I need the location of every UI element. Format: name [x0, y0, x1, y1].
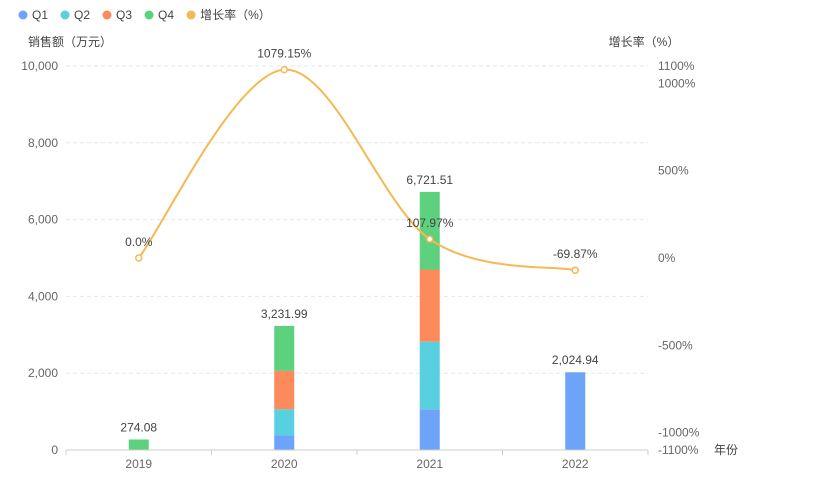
bar-segment-q1 — [565, 372, 586, 450]
growth-rate-point — [426, 235, 434, 243]
y-right-tick-label: -1100% — [658, 443, 699, 457]
bar-segment-q4 — [419, 191, 440, 270]
x-tick-label: 2021 — [416, 457, 443, 471]
legend-marker — [144, 10, 154, 20]
growth-rate-point — [280, 65, 288, 74]
y-left-tick-label: 10,000 — [21, 59, 58, 73]
bar-segment-q2 — [274, 409, 295, 436]
y-left-tick-label: 2,000 — [28, 366, 58, 380]
y-right-tick-label: -500% — [658, 338, 693, 352]
x-axis-title: 年份 — [714, 443, 738, 457]
bar-segment-q2 — [419, 341, 440, 410]
bar-segment-q4 — [274, 325, 295, 371]
legend-marker — [186, 10, 196, 20]
legend-marker — [60, 10, 70, 20]
bar-total-label: 6,721.51 — [406, 173, 453, 187]
bar-segment-q3 — [274, 370, 295, 410]
axes-layer: 0 2,000 4,000 6,000 8,000 10,000 -1100% -1000% -… — [21, 34, 738, 471]
bars-layer — [128, 191, 586, 450]
y-right-axis-title: 增长率（%） — [609, 34, 680, 49]
y-right-tick-label: 1100% — [658, 59, 695, 73]
x-tick-label: 2020 — [271, 457, 298, 471]
bar-segment-q1 — [274, 435, 295, 450]
legend-marker — [102, 10, 112, 20]
growth-rate-point — [571, 266, 579, 274]
growth-rate-label: 0.0% — [125, 235, 153, 249]
growth-rate-point — [135, 254, 143, 262]
legend-label: Q4 — [158, 8, 174, 22]
y-left-tick-label: 6,000 — [28, 213, 58, 227]
legend-label: 增长率（%） — [200, 7, 271, 22]
growth-rate-line — [137, 68, 576, 272]
growth-rate-label: 1079.15% — [257, 47, 311, 61]
data-labels-layer: 274.08 3,231.99 6,721.51 2,024.94 0.0% 1079.1… — [120, 47, 599, 435]
bar-segment-q4 — [128, 439, 149, 450]
grid-layer — [66, 65, 648, 374]
legend-marker — [18, 10, 28, 20]
bar-total-label: 2,024.94 — [552, 353, 599, 367]
legend-label: Q1 — [32, 8, 48, 22]
y-right-tick-label: 0% — [658, 251, 676, 265]
bar-total-label: 3,231.99 — [261, 307, 308, 321]
bar-total-label: 274.08 — [120, 420, 157, 434]
y-left-tick-label: 4,000 — [28, 289, 58, 303]
growth-line-layer — [135, 65, 579, 274]
growth-rate-label: -69.87% — [553, 247, 598, 261]
y-right-tick-label: -1000% — [658, 426, 700, 440]
y-left-tick-label: 0 — [51, 443, 58, 457]
legend-label: Q3 — [116, 8, 132, 22]
bar-segment-q1 — [419, 409, 440, 450]
x-tick-label: 2019 — [125, 457, 152, 471]
growth-rate-label: 107.97% — [406, 216, 454, 230]
y-right-tick-label: 500% — [658, 164, 689, 178]
y-left-axis-title: 销售额（万元） — [28, 34, 112, 49]
x-tick-label: 2022 — [562, 457, 589, 471]
bar-segment-q3 — [419, 269, 440, 342]
y-left-tick-label: 8,000 — [28, 136, 58, 150]
legend: Q1 Q2 Q3 Q4 增长率（%） — [18, 7, 271, 22]
y-right-tick-label: 1000% — [658, 76, 696, 90]
legend-label: Q2 — [74, 8, 90, 22]
